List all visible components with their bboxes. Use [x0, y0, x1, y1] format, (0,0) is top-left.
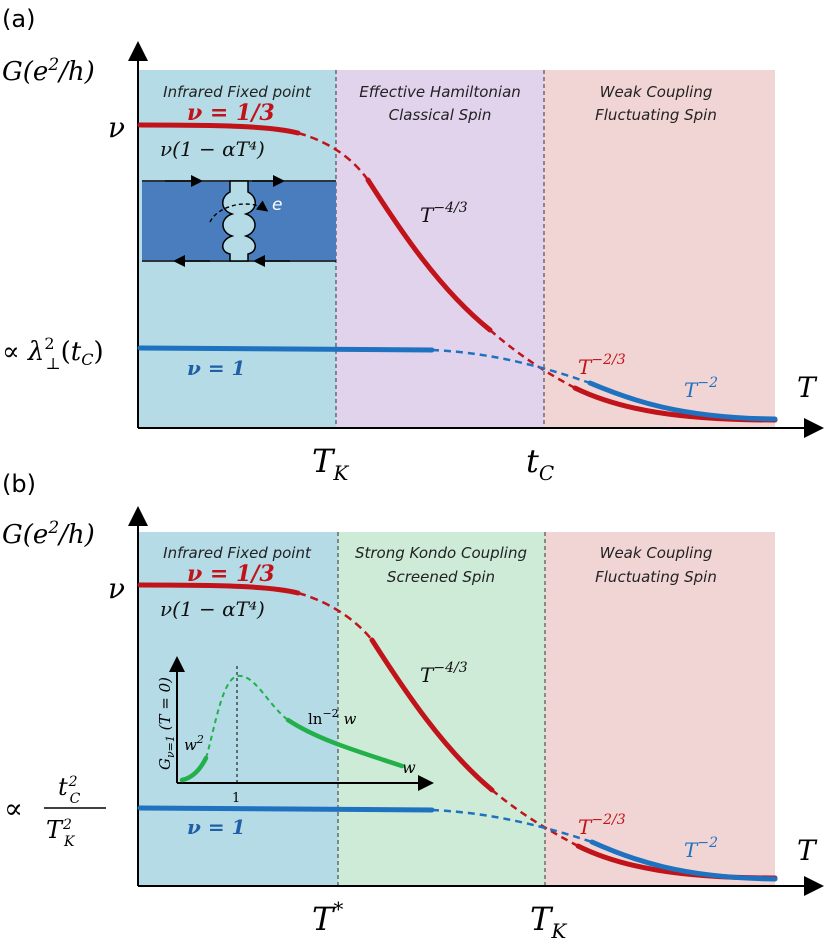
y-tick-lambda: ∝ λ2 ⊥(tC)	[2, 334, 104, 373]
region-2-title-b: Strong Kondo Coupling	[355, 544, 527, 562]
x-axis-label-b: T	[797, 834, 818, 867]
region-3-subtitle-b: Fluctuating Spin	[595, 568, 717, 586]
region-3-subtitle: Fluctuating Spin	[595, 106, 717, 124]
blue-curve-tail	[587, 380, 778, 422]
x-tick-tc: tC	[526, 442, 554, 485]
red-curve-t43-b	[369, 637, 495, 793]
x-tick-tk: TK	[312, 442, 349, 485]
label-nu-one-b: ν = 1	[187, 815, 245, 839]
blue-curve-dashed-b	[431, 808, 593, 844]
label-low-t: ν(1 − αT⁴)	[160, 137, 265, 161]
y-tick-nu-b: ν	[108, 572, 125, 605]
region-infrared-b	[138, 532, 338, 886]
tunneling-arrow	[209, 200, 269, 223]
inset-log-label: ln−2 w	[308, 707, 356, 728]
region-3-title: Weak Coupling	[600, 83, 713, 101]
x-tick-tstar: T*	[312, 897, 343, 938]
panel-b-label: (b)	[2, 470, 36, 498]
panel-b: (b) Infrared Fixed point Strong Kondo Co…	[2, 470, 824, 940]
red-curve-plateau	[137, 122, 301, 136]
y-axis-label: G(e2/h)	[2, 55, 95, 87]
blue-curve-tail-b	[589, 839, 778, 882]
device-inset: e	[142, 175, 336, 267]
red-curve-plateau-b	[137, 582, 301, 596]
panel-a-label: (a)	[2, 5, 35, 33]
region-1-title: Infrared Fixed point	[163, 83, 312, 101]
region-effective	[336, 70, 544, 428]
svg-text:∝: ∝	[4, 792, 23, 825]
red-curve-t43	[365, 177, 493, 333]
blue-curve-plateau-b	[137, 805, 435, 813]
inset-curve-w2	[179, 755, 209, 783]
svg-text:T2K: T2 K	[46, 816, 76, 850]
inset-x-tick: 1	[232, 791, 240, 806]
region-2-title: Effective Hamiltonian	[359, 83, 521, 101]
inset-x-label: w	[402, 758, 416, 777]
region-2-subtitle-b: Screened Spin	[387, 568, 495, 586]
electron-label: e	[272, 195, 282, 215]
region-3-title-b: Weak Coupling	[600, 544, 713, 562]
region-weak-b	[545, 532, 775, 886]
region-1-title-b: Infrared Fixed point	[163, 544, 312, 562]
svg-text:t2C: t2 C	[58, 773, 81, 807]
inset-curve-peak	[205, 674, 289, 759]
region-kondo	[338, 532, 545, 886]
blue-curve-dashed	[431, 348, 591, 385]
region-2-subtitle: Classical Spin	[389, 106, 492, 124]
panel-a: (a) Infrared Fixed point Effective Hamil…	[2, 5, 824, 485]
y-tick-ratio: ∝ t2 C T2 K	[4, 773, 106, 850]
x-axis-label: T	[797, 371, 818, 404]
device-constriction	[222, 180, 256, 262]
inset-curve-log	[285, 717, 405, 769]
label-nu-third: ν = 1/3	[187, 100, 275, 126]
label-nu-one: ν = 1	[187, 356, 245, 380]
y-axis-label-b: G(e2/h)	[2, 518, 95, 550]
red-curve-dashed-2	[489, 329, 576, 390]
blue-curve-plateau	[137, 345, 435, 353]
y-tick-nu: ν	[108, 111, 125, 144]
label-low-t-b: ν(1 − αT⁴)	[160, 597, 265, 621]
red-curve-dashed-1	[297, 131, 370, 181]
label-nu-third-b: ν = 1/3	[187, 561, 275, 587]
x-tick-tk-b: TK	[530, 900, 567, 940]
red-curve-dashed-2-b	[491, 789, 579, 848]
region-weak	[544, 70, 775, 428]
red-curve-dashed-1-b	[297, 591, 373, 641]
